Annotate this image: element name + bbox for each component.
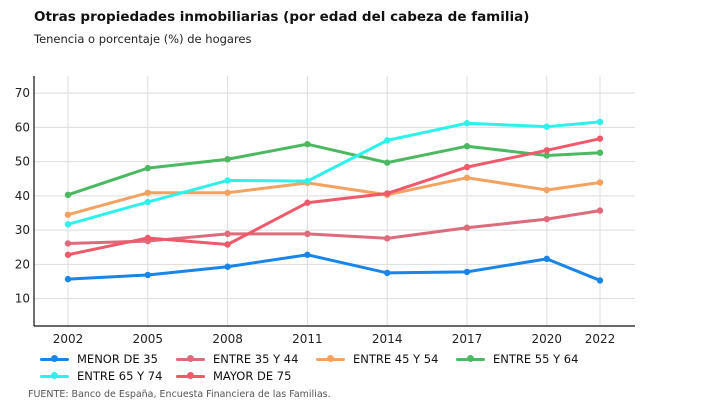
data-point — [224, 230, 231, 238]
data-point — [543, 255, 550, 263]
data-point — [304, 177, 311, 185]
data-point — [64, 221, 72, 228]
series-line-4 — [67, 120, 601, 226]
data-point — [224, 263, 231, 270]
legend-label: ENTRE 35 Y 44 — [213, 352, 299, 366]
chart-subtitle: Tenencia o porcentaje (%) de hogares — [34, 32, 252, 46]
data-point — [543, 152, 550, 159]
data-point — [543, 147, 550, 154]
data-point — [304, 230, 311, 238]
legend-swatch — [40, 372, 69, 379]
legend-item[interactable]: ENTRE 55 Y 64 — [456, 352, 578, 366]
x-tick-label: 2017 — [452, 332, 483, 346]
x-tick-label: 2014 — [372, 332, 403, 346]
legend-swatch — [40, 355, 69, 362]
y-tick-label: 60 — [15, 120, 30, 134]
data-point — [543, 186, 550, 194]
x-tick-label: 2022 — [585, 332, 616, 346]
data-point — [543, 123, 550, 130]
y-tick-label: 50 — [15, 155, 30, 169]
data-point — [463, 268, 471, 276]
data-point — [384, 235, 391, 242]
legend-item[interactable]: ENTRE 45 Y 54 — [316, 352, 438, 366]
data-point — [596, 149, 604, 156]
y-tick-label: 10 — [15, 292, 30, 306]
x-tick-label: 2020 — [532, 332, 563, 346]
legend-item[interactable]: MAYOR DE 75 — [176, 369, 291, 383]
series-line-5 — [67, 137, 601, 257]
data-point — [224, 156, 231, 163]
x-tick-label: 2008 — [212, 332, 243, 346]
legend-swatch — [176, 355, 205, 362]
data-point — [64, 211, 72, 218]
legend-swatch — [316, 355, 345, 362]
data-point — [144, 189, 151, 196]
source-note: FUENTE: Banco de España, Encuesta Financ… — [28, 389, 331, 400]
data-point — [384, 159, 391, 166]
data-point — [64, 191, 72, 199]
legend-label: ENTRE 65 Y 74 — [77, 369, 163, 383]
data-point — [64, 275, 72, 283]
legend-swatch — [456, 355, 485, 362]
data-point — [224, 177, 231, 184]
data-point — [463, 224, 471, 231]
legend-item[interactable]: ENTRE 35 Y 44 — [176, 352, 298, 366]
data-point — [384, 269, 391, 277]
data-point — [596, 207, 604, 214]
data-point — [463, 174, 471, 181]
data-point — [304, 199, 311, 206]
data-point — [224, 189, 231, 196]
data-point — [64, 251, 72, 258]
legend-item[interactable]: MENOR DE 35 — [40, 352, 158, 366]
series-line-2 — [67, 176, 601, 217]
legend-item[interactable]: ENTRE 65 Y 74 — [40, 369, 162, 383]
data-point — [144, 198, 151, 206]
data-point — [543, 215, 550, 223]
data-point — [596, 179, 604, 186]
data-point — [463, 163, 471, 171]
x-tick-label: 2011 — [292, 332, 323, 346]
data-point — [596, 135, 604, 142]
y-tick-label: 70 — [15, 86, 30, 100]
data-point — [304, 251, 311, 258]
legend-label: MAYOR DE 75 — [213, 369, 292, 383]
data-point — [463, 120, 471, 127]
y-tick-label: 20 — [15, 257, 30, 271]
data-point — [596, 277, 604, 284]
y-tick-label: 40 — [15, 189, 30, 203]
legend-label: MENOR DE 35 — [77, 352, 158, 366]
data-point — [596, 118, 604, 126]
data-point — [384, 137, 391, 144]
x-tick-label: 2002 — [53, 332, 84, 346]
legend-label: ENTRE 55 Y 64 — [493, 352, 579, 366]
x-tick-label: 2005 — [133, 332, 164, 346]
data-point — [144, 164, 151, 172]
legend-swatch — [176, 372, 205, 379]
data-point — [64, 240, 72, 247]
data-point — [144, 271, 151, 279]
data-point — [463, 143, 471, 150]
chart-title: Otras propiedades inmobiliarias (por eda… — [34, 9, 530, 25]
legend-label: ENTRE 45 Y 54 — [353, 352, 439, 366]
data-point — [304, 140, 311, 148]
data-point — [144, 234, 151, 242]
data-point — [384, 190, 391, 197]
y-tick-label: 30 — [15, 223, 30, 237]
data-point — [224, 241, 231, 248]
series-line-0 — [67, 253, 601, 282]
